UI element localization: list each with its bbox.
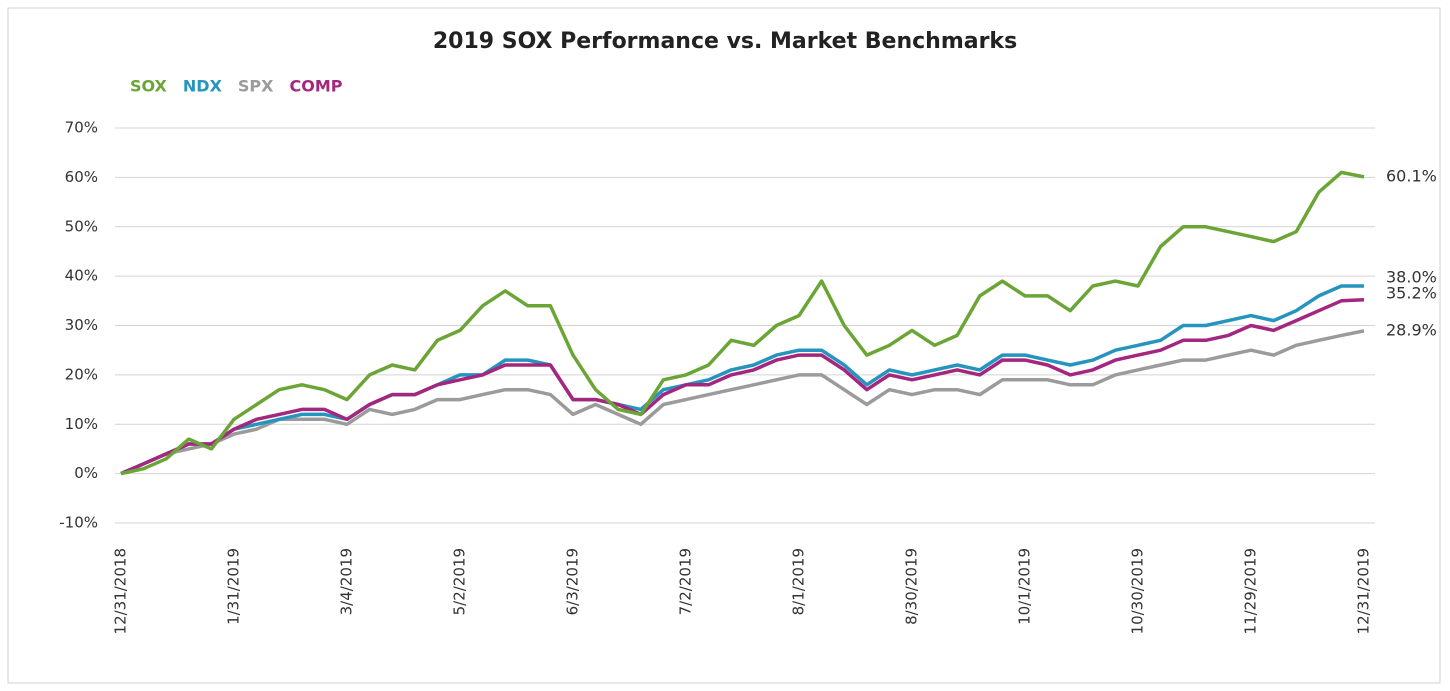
x-tick-label: 8/1/2019 [790,548,808,615]
y-tick-label: 50% [65,217,98,235]
legend-entry: SPX [238,77,274,96]
y-tick-label: 20% [65,365,98,383]
x-tick-label: 3/4/2019 [338,548,356,615]
y-tick-label: 70% [65,119,98,137]
legend-entry: COMP [290,77,343,96]
series-line [120,284,1364,476]
x-tick-label: 11/29/2019 [1242,548,1260,634]
x-tick-label: 5/2/2019 [451,548,469,615]
end-label: 60.1% [1386,166,1437,185]
series-line [120,298,1365,476]
y-tick-label: -10% [59,514,98,532]
y-tick-label: 30% [65,316,98,334]
x-tick-label: 8/30/2019 [903,548,921,625]
series-line [120,329,1365,476]
x-tick-label: 12/31/2018 [112,548,130,634]
chart-frame [7,7,1441,684]
x-tick-label: 10/30/2019 [1129,548,1147,634]
y-tick-label: 40% [65,267,98,285]
series-line [120,170,1365,476]
end-label: 35.2% [1386,283,1437,302]
y-tick-label: 60% [65,168,98,186]
end-label: 28.9% [1386,320,1437,339]
x-tick-label: 12/31/2019 [1355,548,1373,634]
legend-entry: NDX [183,77,223,96]
x-tick-label: 10/1/2019 [1016,548,1034,625]
y-tick-label: 0% [74,464,98,482]
chart-title: 2019 SOX Performance vs. Market Benchmar… [433,29,1017,54]
end-label: 38.0% [1386,268,1437,287]
x-tick-label: 7/2/2019 [677,548,695,615]
legend-entry: SOX [130,77,168,96]
x-tick-label: 1/31/2019 [225,548,243,625]
y-tick-label: 10% [65,415,98,433]
x-tick-label: 6/3/2019 [564,548,582,615]
